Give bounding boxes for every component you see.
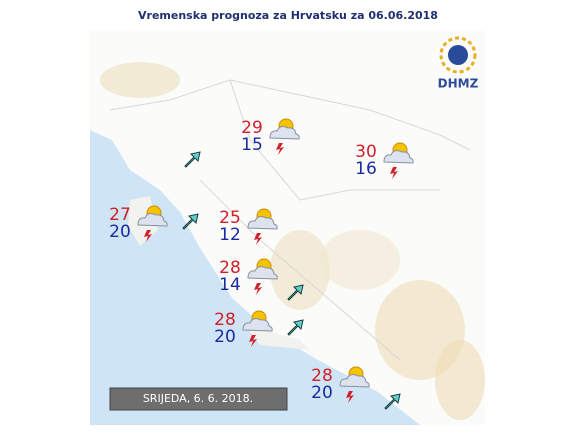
cloud	[137, 213, 168, 227]
border	[109, 79, 471, 361]
wind-arrow	[287, 319, 304, 336]
max-temp: 27	[109, 205, 131, 225]
weather-icon	[247, 258, 278, 295]
max-temp: 29	[241, 118, 263, 138]
weather-icon	[247, 208, 278, 245]
logo-text: DHMZ	[438, 77, 479, 91]
min-temp: 20	[214, 327, 236, 347]
sea	[90, 130, 420, 425]
terrain	[435, 340, 485, 420]
lightning	[254, 283, 262, 295]
logo-mark	[439, 36, 477, 74]
cloud	[339, 374, 370, 388]
max-temp: 25	[219, 208, 241, 228]
weather-icon	[383, 142, 414, 179]
max-temp: 28	[214, 310, 236, 330]
terrain	[100, 62, 180, 98]
date-label: SRIJEDA, 6. 6. 2018.	[143, 392, 253, 405]
lightning	[276, 143, 284, 155]
max-temp: 30	[355, 142, 377, 162]
max-temp: 28	[311, 366, 333, 386]
min-temp: 16	[355, 159, 377, 179]
wind-arrow	[287, 284, 304, 301]
lightning	[249, 335, 257, 347]
map	[90, 30, 485, 425]
logo: DHMZ	[438, 36, 479, 91]
wind-arrow	[384, 393, 401, 410]
wind-arrow	[184, 151, 201, 168]
lightning	[390, 167, 398, 179]
cloud	[383, 150, 414, 164]
weather-icon	[339, 366, 370, 403]
weather-icon	[137, 205, 168, 242]
date-box	[109, 387, 288, 411]
lightning	[346, 391, 354, 403]
min-temp: 14	[219, 275, 241, 295]
min-temp: 15	[241, 135, 263, 155]
lightning	[254, 233, 262, 245]
cloud	[242, 318, 273, 332]
lightning	[144, 230, 152, 242]
terrain	[270, 230, 330, 310]
island	[245, 325, 310, 350]
min-temp: 12	[219, 225, 241, 245]
terrain	[320, 230, 400, 290]
min-temp: 20	[311, 383, 333, 403]
cloud	[247, 266, 278, 280]
min-temp: 20	[109, 222, 131, 242]
cloud	[269, 126, 300, 140]
max-temp: 28	[219, 258, 241, 278]
weather-icon	[269, 118, 300, 155]
weather-icon	[242, 310, 273, 347]
logo-mark	[448, 45, 468, 65]
wind-arrow	[182, 213, 199, 230]
wind-arrows	[182, 151, 401, 410]
cloud	[247, 216, 278, 230]
title: Vremenska prognoza za Hrvatsku za 06.06.…	[138, 9, 438, 22]
